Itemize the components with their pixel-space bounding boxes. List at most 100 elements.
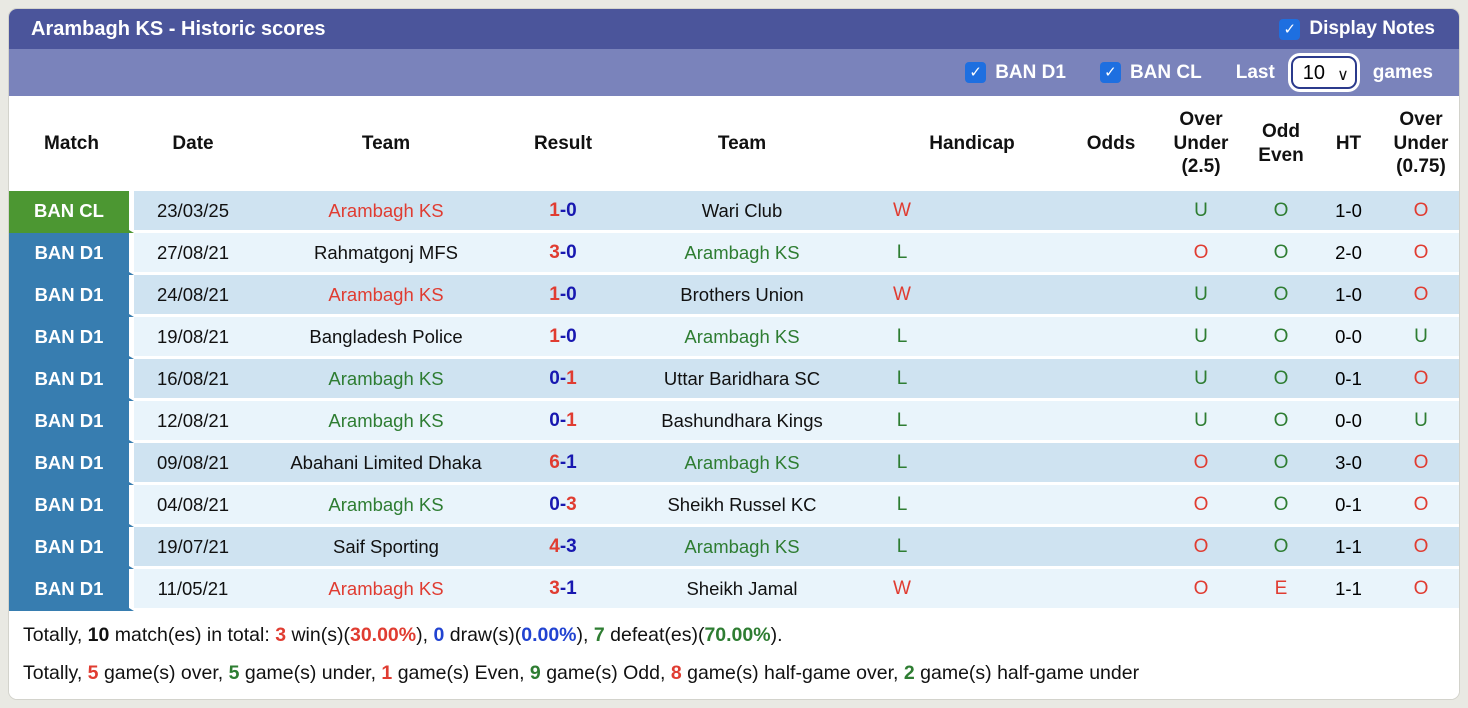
half-time-score: 1-0	[1316, 275, 1381, 317]
col-header-result: Result	[520, 96, 606, 191]
away-score: 1	[566, 409, 577, 431]
match-table: Match Date Team Result Team Handicap Odd…	[9, 96, 1459, 611]
col-header-team-home: Team	[252, 96, 520, 191]
away-team: Brothers Union	[606, 275, 878, 317]
col-header-date: Date	[134, 96, 252, 191]
league-badge: BAN D1	[9, 233, 134, 275]
table-row: BAN D1 04/08/21 Arambagh KS 0-3 Sheikh R…	[9, 485, 1459, 527]
league-badge: BAN D1	[9, 485, 134, 527]
handicap-value	[926, 317, 1066, 359]
half-time-score: 0-1	[1316, 359, 1381, 401]
league-badge: BAN D1	[9, 527, 134, 569]
handicap-value	[926, 401, 1066, 443]
away-score: 3	[566, 493, 577, 515]
games-label: games	[1372, 61, 1433, 83]
result-cell: 0-1	[520, 401, 606, 443]
half-time-score: 1-1	[1316, 569, 1381, 611]
display-notes-checkbox[interactable]: ✓	[1279, 18, 1301, 40]
handicap-value	[926, 485, 1066, 527]
odd-even-value: O	[1246, 317, 1316, 359]
over-under-2-5-value: O	[1156, 569, 1246, 611]
over-under-2-5-value: O	[1156, 233, 1246, 275]
result-cell: 1-0	[520, 275, 606, 317]
last-label: Last	[1235, 61, 1275, 83]
league-badge: BAN D1	[9, 401, 134, 443]
table-row: BAN D1 11/05/21 Arambagh KS 3-1 Sheikh J…	[9, 569, 1459, 611]
display-notes-toggle[interactable]: ✓ Display Notes	[1279, 18, 1435, 40]
win-loss-indicator: L	[878, 401, 926, 443]
score-dash: -	[559, 577, 567, 599]
away-score: 0	[566, 283, 577, 305]
table-row: BAN D1 19/07/21 Saif Sporting 4-3 Aramba…	[9, 527, 1459, 569]
away-score: 3	[566, 535, 577, 557]
away-score: 0	[566, 241, 577, 263]
match-date: 12/08/21	[134, 401, 252, 443]
win-loss-indicator: W	[878, 569, 926, 611]
ban-cl-label: BAN CL	[1129, 61, 1202, 83]
result-cell: 0-1	[520, 359, 606, 401]
home-score: 3	[549, 241, 560, 263]
filter-bar: ✓ BAN D1 ✓ BAN CL Last 10 ∨ games	[9, 49, 1459, 96]
table-row: BAN D1 19/08/21 Bangladesh Police 1-0 Ar…	[9, 317, 1459, 359]
over-under-0-75-value: O	[1381, 443, 1459, 485]
match-date: 09/08/21	[134, 443, 252, 485]
half-time-score: 1-0	[1316, 191, 1381, 233]
match-date: 04/08/21	[134, 485, 252, 527]
check-icon: ✓	[969, 64, 982, 81]
table-row: BAN D1 27/08/21 Rahmatgonj MFS 3-0 Aramb…	[9, 233, 1459, 275]
col-header-ht: HT	[1316, 96, 1381, 191]
half-time-score: 0-1	[1316, 485, 1381, 527]
odds-value	[1066, 485, 1156, 527]
away-score: 1	[566, 367, 577, 389]
over-under-0-75-value: O	[1381, 569, 1459, 611]
home-team: Arambagh KS	[252, 191, 520, 233]
odd-even-value: O	[1246, 401, 1316, 443]
over-under-0-75-value: O	[1381, 359, 1459, 401]
score-dash: -	[559, 367, 567, 389]
summary-line-1: Totally, 10 match(es) in total: 3 win(s)…	[23, 624, 783, 646]
historic-scores-panel: Arambagh KS - Historic scores ✓ Display …	[8, 8, 1460, 700]
over-under-2-5-value: O	[1156, 485, 1246, 527]
odds-value	[1066, 317, 1156, 359]
over-under-0-75-value: O	[1381, 485, 1459, 527]
away-score: 1	[566, 451, 577, 473]
home-team: Arambagh KS	[252, 569, 520, 611]
match-table-body: BAN CL 23/03/25 Arambagh KS 1-0 Wari Clu…	[9, 191, 1459, 611]
table-row: BAN D1 12/08/21 Arambagh KS 0-1 Bashundh…	[9, 401, 1459, 443]
col-header-handicap: Handicap	[878, 96, 1066, 191]
match-date: 27/08/21	[134, 233, 252, 275]
display-notes-label: Display Notes	[1309, 18, 1435, 39]
home-score: 4	[549, 535, 560, 557]
odds-value	[1066, 527, 1156, 569]
match-date: 19/08/21	[134, 317, 252, 359]
over-under-2-5-value: U	[1156, 359, 1246, 401]
win-loss-indicator: L	[878, 317, 926, 359]
over-under-2-5-value: U	[1156, 275, 1246, 317]
handicap-value	[926, 443, 1066, 485]
match-date: 16/08/21	[134, 359, 252, 401]
match-date: 24/08/21	[134, 275, 252, 317]
over-under-0-75-value: O	[1381, 527, 1459, 569]
ban-cl-checkbox[interactable]: ✓	[1099, 62, 1121, 83]
ban-d1-label: BAN D1	[995, 61, 1066, 83]
home-score: 0	[549, 493, 560, 515]
home-score: 1	[549, 283, 560, 305]
result-cell: 1-0	[520, 317, 606, 359]
odds-value	[1066, 191, 1156, 233]
handicap-value	[926, 233, 1066, 275]
page-title: Arambagh KS - Historic scores	[31, 17, 326, 40]
ban-d1-checkbox[interactable]: ✓	[965, 62, 987, 83]
col-header-odds: Odds	[1066, 96, 1156, 191]
away-score: 1	[566, 577, 577, 599]
handicap-value	[926, 527, 1066, 569]
away-team: Wari Club	[606, 191, 878, 233]
away-team: Arambagh KS	[606, 527, 878, 569]
games-count-select[interactable]: 10	[1290, 56, 1357, 89]
league-filter-ban-d1[interactable]: ✓ BAN D1	[965, 62, 1066, 84]
score-dash: -	[559, 451, 567, 473]
over-under-2-5-value: U	[1156, 191, 1246, 233]
col-header-odd-even: Odd Even	[1246, 96, 1316, 191]
league-filter-ban-cl[interactable]: ✓ BAN CL	[1099, 61, 1202, 84]
win-loss-indicator: L	[878, 485, 926, 527]
home-team: Saif Sporting	[252, 527, 520, 569]
